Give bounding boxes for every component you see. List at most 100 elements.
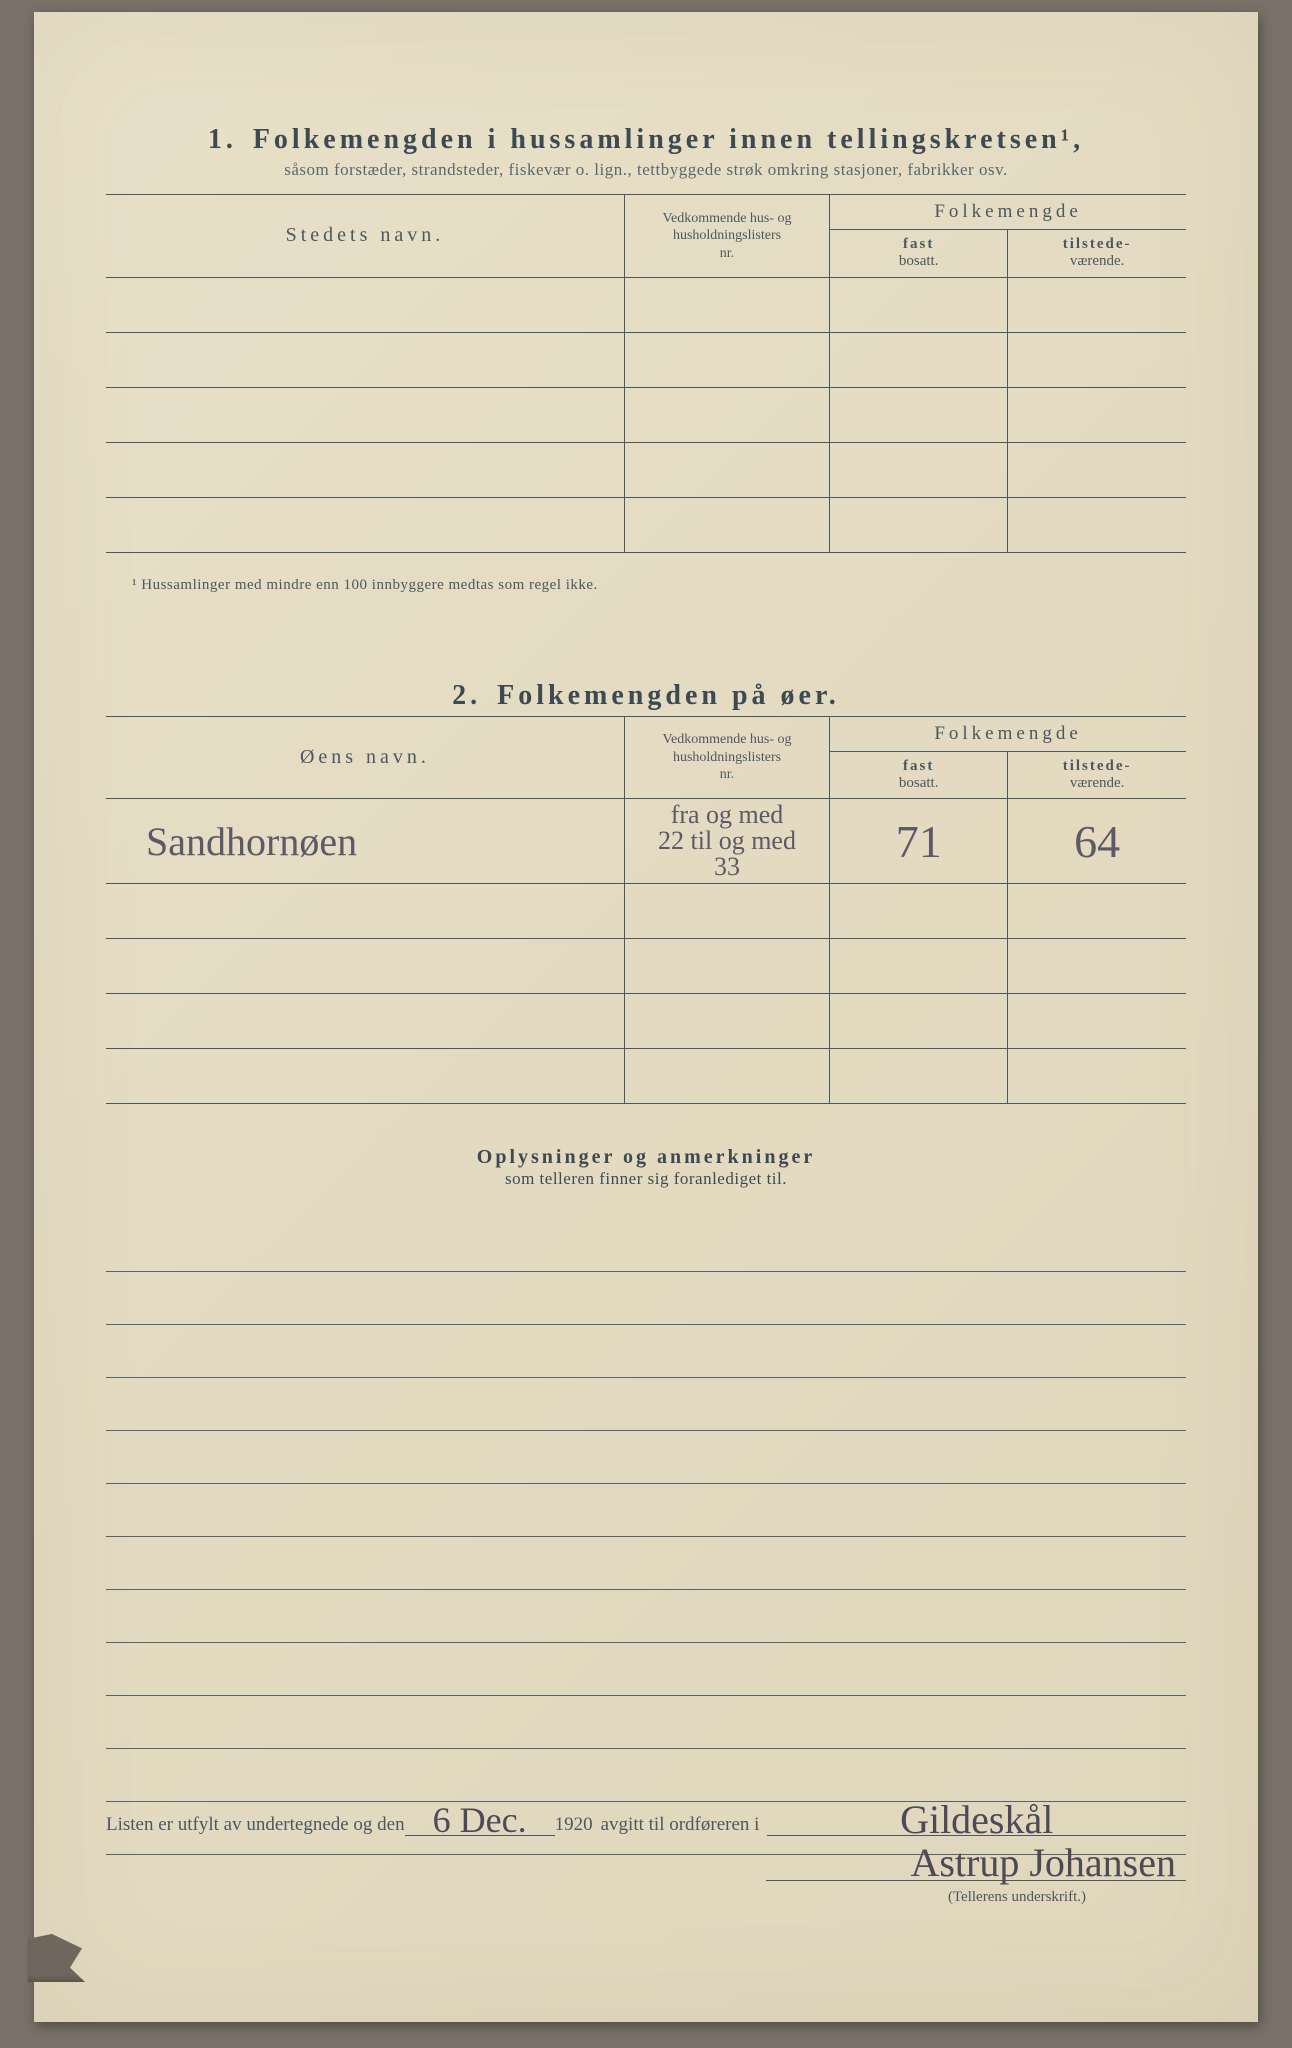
cell-lists <box>624 277 829 332</box>
s2-th-lists-l3: nr. <box>720 767 734 782</box>
cell-tilstede <box>1008 994 1186 1049</box>
s2-th-fast-l2: bosatt. <box>899 775 939 791</box>
s2-th-lists-l1: Vedkommende hus- og <box>662 732 791 747</box>
cell-name <box>106 277 624 332</box>
s1-th-lists-l3: nr. <box>720 246 734 261</box>
s2-th-folk: Folkemengde <box>830 716 1186 751</box>
cell-tilstede <box>1008 387 1186 442</box>
ruled-line <box>106 1378 1186 1431</box>
cell-lists <box>624 1049 829 1104</box>
remarks-subtitle: som telleren finner sig foranlediget til… <box>106 1169 1186 1189</box>
paper-sheet: 1. Folkemengden i hussamlinger innen tel… <box>34 12 1258 2022</box>
cell-lists <box>624 884 829 939</box>
table-row <box>106 277 1186 332</box>
cell-tilstede <box>1008 332 1186 387</box>
section2-number: 2. <box>452 680 481 712</box>
section1-title: 1. Folkemengden i hussamlinger innen tel… <box>106 124 1186 156</box>
cell-tilstede: 64 <box>1008 799 1186 884</box>
table-row <box>106 994 1186 1049</box>
ruled-line <box>106 1431 1186 1484</box>
s1-th-name: Stedets navn. <box>106 195 624 278</box>
paper-tear <box>28 1934 88 1982</box>
cell-fast <box>830 442 1008 497</box>
cell-fast <box>830 939 1008 994</box>
s1-th-lists-l2: husholdningslisters <box>673 228 781 243</box>
remarks-title: Oplysninger og anmerkninger <box>106 1146 1186 1169</box>
table-row <box>106 387 1186 442</box>
table-row <box>106 332 1186 387</box>
section1-subtitle: såsom forstæder, strandsteder, fiskevær … <box>106 160 1186 180</box>
remarks-heading: Oplysninger og anmerkninger som telleren… <box>106 1146 1186 1189</box>
cell-fast <box>830 332 1008 387</box>
signoff-text-b: avgitt til ordføreren i <box>601 1814 760 1836</box>
cell-name <box>106 939 624 994</box>
signoff-block: Listen er utfylt av undertegnede og den … <box>106 1805 1186 1906</box>
cell-name: Sandhornøen <box>106 799 624 884</box>
s2-th-tilstede: tilstede- værende. <box>1008 751 1186 799</box>
cell-lists <box>624 497 829 552</box>
cell-lists <box>624 442 829 497</box>
s1-th-tilstede: tilstede- værende. <box>1008 230 1186 278</box>
signoff-date-blank: 6 Dec. <box>405 1805 555 1836</box>
signature-label: (Tellerens underskrift.) <box>106 1889 1186 1906</box>
cell-lists <box>624 387 829 442</box>
ruled-line <box>106 1484 1186 1537</box>
s1-th-tilstede-l2: værende. <box>1070 253 1125 269</box>
section2-title: 2. Folkemengden på øer. <box>106 680 1186 712</box>
section1-heading: Folkemengden i hussamlinger innen tellin… <box>253 124 1084 155</box>
table-row <box>106 939 1186 994</box>
ruled-line <box>106 1325 1186 1378</box>
signoff-place-hw: Gildeskål <box>900 1796 1053 1843</box>
ruled-line <box>106 1643 1186 1696</box>
cell-lists <box>624 994 829 1049</box>
s1-th-lists: Vedkommende hus- og husholdningslisters … <box>624 195 829 278</box>
section1-footnote: ¹ Hussamlinger med mindre enn 100 innbyg… <box>132 577 1186 594</box>
section1-table: Stedets navn. Vedkommende hus- og hushol… <box>106 194 1186 553</box>
cell-tilstede <box>1008 497 1186 552</box>
cell-lists <box>624 939 829 994</box>
cell-name <box>106 332 624 387</box>
s2-th-lists-l2: husholdningslisters <box>673 750 781 765</box>
hw-fast: 71 <box>840 815 997 868</box>
cell-tilstede <box>1008 939 1186 994</box>
s1-th-lists-l1: Vedkommende hus- og <box>662 211 791 226</box>
remarks-lines <box>106 1219 1186 1855</box>
cell-fast <box>830 1049 1008 1104</box>
cell-fast: 71 <box>830 799 1008 884</box>
cell-name <box>106 884 624 939</box>
signoff-date-hw: 6 Dec. <box>405 1799 555 1841</box>
s2-th-fast: fast bosatt. <box>830 751 1008 799</box>
cell-fast <box>830 387 1008 442</box>
cell-name <box>106 442 624 497</box>
section2-heading: Folkemengden på øer. <box>497 680 840 711</box>
cell-name <box>106 994 624 1049</box>
scan-frame: 1. Folkemengden i hussamlinger innen tel… <box>0 0 1292 2048</box>
s1-th-fast: fast bosatt. <box>830 230 1008 278</box>
cell-lists: fra og med22 til og med33 <box>624 799 829 884</box>
s1-th-fast-l1: fast <box>903 236 934 252</box>
table-row: Sandhornøenfra og med22 til og med33 7164 <box>106 799 1186 884</box>
cell-tilstede <box>1008 1049 1186 1104</box>
cell-tilstede <box>1008 442 1186 497</box>
cell-fast <box>830 884 1008 939</box>
signoff-text-a: Listen er utfylt av undertegnede og den <box>106 1814 405 1836</box>
signature-hw: Astrup Johansen <box>910 1839 1176 1886</box>
hw-lists: fra og med22 til og med33 <box>635 802 819 880</box>
cell-fast <box>830 277 1008 332</box>
table-row <box>106 884 1186 939</box>
s1-th-tilstede-l1: tilstede- <box>1063 236 1132 252</box>
ruled-line <box>106 1272 1186 1325</box>
ruled-line <box>106 1696 1186 1749</box>
ruled-line <box>106 1749 1186 1802</box>
table-row <box>106 442 1186 497</box>
s1-th-folk: Folkemengde <box>830 195 1186 230</box>
form-content: 1. Folkemengden i hussamlinger innen tel… <box>106 124 1186 1962</box>
section1-number: 1. <box>208 124 237 156</box>
s1-th-fast-l2: bosatt. <box>899 253 939 269</box>
signature-line-wrap: Astrup Johansen <box>106 1846 1186 1887</box>
s2-th-tilstede-l2: værende. <box>1070 775 1125 791</box>
s2-th-name: Øens navn. <box>106 716 624 799</box>
ruled-line <box>106 1219 1186 1272</box>
signoff-place-blank: Gildeskål <box>767 1805 1186 1836</box>
section2: 2. Folkemengden på øer. Øens navn. Vedko… <box>106 680 1186 1105</box>
